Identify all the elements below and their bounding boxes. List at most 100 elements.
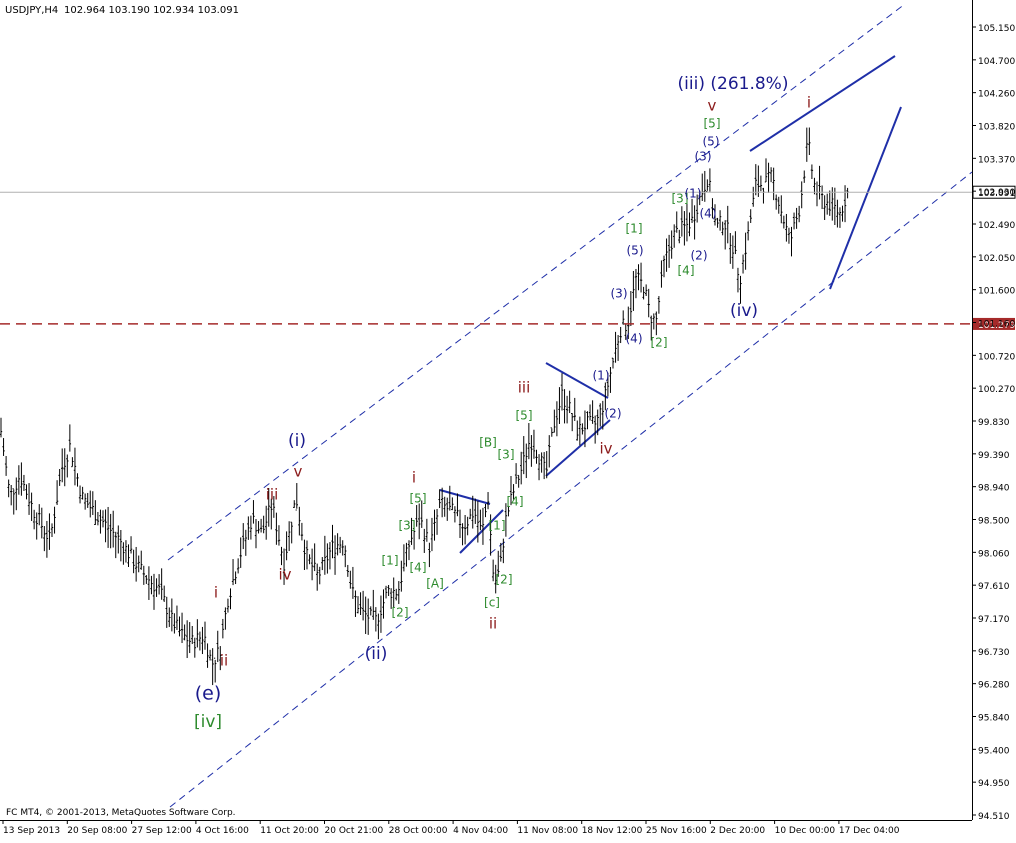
price-bar: [792, 212, 796, 230]
price-bar: [604, 382, 607, 411]
trendline-small-lower: [459, 509, 504, 554]
price-bar: [203, 621, 207, 650]
price-bar: [693, 205, 696, 240]
price-levels: 103.091 101.279: [0, 185, 1016, 331]
price-bar: [777, 196, 780, 214]
price-bar: [354, 590, 357, 617]
wave-label: (3): [611, 287, 628, 301]
price-bar: [157, 574, 161, 595]
x-tick-label: 20 Oct 21:00: [325, 826, 384, 836]
price-bar: [254, 518, 258, 549]
price-bar: [428, 542, 431, 568]
wave-label: [2]: [496, 573, 513, 587]
price-bar: [22, 474, 26, 491]
trendline-triangle-upper: [545, 362, 609, 399]
price-bar: [285, 531, 288, 561]
price-bar: [219, 646, 222, 671]
price-bar: [469, 508, 472, 520]
price-bar: [746, 221, 750, 241]
current-price-label: 103.091: [978, 189, 1015, 199]
price-bar: [553, 409, 556, 433]
price-bar: [703, 170, 706, 202]
price-bar: [178, 616, 181, 637]
price-bar: [458, 509, 462, 538]
price-bar: [622, 310, 625, 325]
price-bar: [497, 550, 500, 577]
price-bar: [425, 518, 429, 542]
wave-label: (5): [627, 244, 644, 258]
price-bar: [17, 465, 21, 495]
price-bar: [820, 185, 824, 210]
x-tick-label: 4 Nov 04:00: [453, 826, 508, 836]
wave-label: v: [708, 97, 717, 115]
price-bar: [244, 529, 247, 556]
y-tick-label: 97.610: [978, 582, 1010, 592]
price-bar: [423, 528, 426, 553]
price-bar: [313, 543, 316, 572]
price-bar: [32, 509, 36, 530]
price-bar: [198, 631, 202, 651]
price-bar: [530, 435, 533, 467]
wave-label: (2): [605, 407, 622, 421]
price-bar: [606, 372, 610, 397]
price-bar: [420, 500, 423, 528]
price-bar: [142, 565, 145, 585]
price-bar: [639, 262, 643, 293]
price-bar: [119, 529, 123, 562]
x-tick-label: 17 Dec 04:00: [839, 826, 900, 836]
price-bar: [287, 521, 291, 552]
price-bar: [20, 462, 23, 496]
y-tick-label: 103.820: [978, 123, 1015, 133]
price-bar: [739, 275, 742, 304]
price-bar: [665, 238, 668, 272]
trendline-triangle-lower: [545, 419, 611, 477]
price-bar: [828, 190, 831, 216]
x-tick-label: 18 Nov 12:00: [582, 826, 643, 836]
price-bar: [53, 506, 56, 534]
price-bar: [624, 323, 627, 340]
price-bar: [749, 209, 752, 223]
price-bar: [642, 286, 645, 300]
price-bar: [611, 357, 615, 369]
price-bar: [438, 489, 441, 509]
price-bar: [688, 212, 691, 237]
wave-label: [1]: [626, 222, 643, 236]
y-tick-label: 100.720: [978, 352, 1015, 362]
price-bar: [769, 167, 773, 183]
price-bar: [328, 542, 332, 570]
price-bar: [713, 204, 717, 226]
price-bar: [137, 555, 140, 573]
price-bar: [10, 485, 13, 506]
price-bar: [55, 480, 59, 505]
price-bar: [61, 448, 64, 483]
price-bar: [369, 606, 372, 616]
channel-upper-line: [167, 3, 906, 561]
price-bar: [823, 195, 826, 220]
price-bar: [117, 525, 120, 554]
price-bar: [440, 487, 444, 518]
price-bar: [395, 588, 398, 601]
price-bar: [601, 400, 604, 430]
price-bar: [50, 523, 54, 538]
ohlc-readout: 102.964 103.190 102.934 103.091: [64, 5, 239, 16]
price-bar: [344, 545, 347, 568]
y-tick-label: 99.390: [978, 451, 1010, 461]
price-bar: [744, 232, 747, 270]
price-bar: [66, 454, 69, 478]
wave-label: i: [807, 94, 811, 112]
x-tick-label: 4 Oct 16:00: [196, 826, 249, 836]
price-bar: [361, 590, 365, 621]
price-bar: [303, 539, 306, 571]
price-bar: [446, 497, 449, 521]
price-bar: [295, 483, 298, 511]
price-bar: [76, 473, 79, 487]
y-tick-label: 94.510: [978, 812, 1010, 822]
price-bar: [660, 260, 663, 288]
price-bar: [78, 485, 82, 504]
price-bar: [193, 637, 196, 658]
price-bar: [275, 512, 278, 545]
price-bar: [644, 284, 648, 297]
price-bar: [780, 195, 783, 224]
price-bar: [338, 536, 342, 554]
